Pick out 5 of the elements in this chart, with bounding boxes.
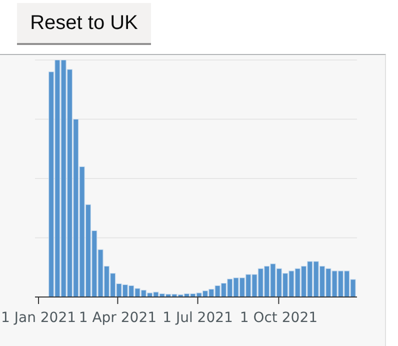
x-tick-label: 1 Oct 2021 <box>240 310 318 326</box>
x-tick-label: 1 Jul 2021 <box>162 310 233 326</box>
text: Reset to UK <box>17 3 151 45</box>
x-tick-label: 1 Jan 2021 <box>1 310 76 326</box>
x-tick-label: 1 Apr 2021 <box>78 310 157 326</box>
